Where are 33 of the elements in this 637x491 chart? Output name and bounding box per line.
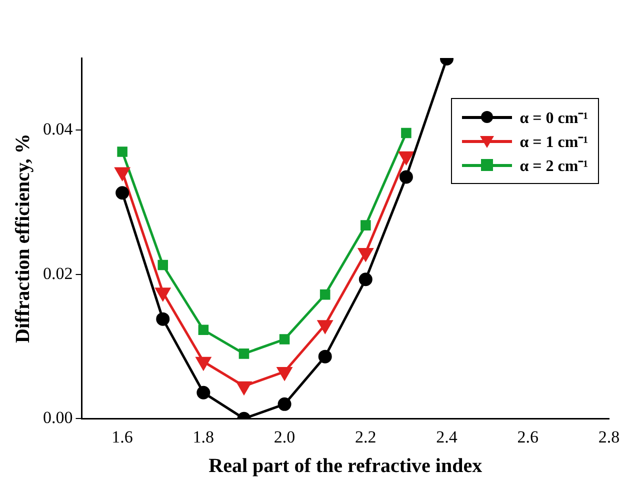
point <box>114 167 130 180</box>
point <box>358 248 373 261</box>
point <box>279 334 290 344</box>
point <box>198 324 209 336</box>
y-tick-label: 0.04 <box>43 120 74 139</box>
x-tick-label: 2.6 <box>517 427 539 446</box>
point <box>156 312 170 326</box>
x-axis-title: Real part of the refractive index <box>208 455 482 478</box>
point <box>116 186 130 200</box>
point <box>401 128 412 138</box>
point <box>399 170 413 184</box>
x-tick-label: 2.4 <box>436 427 458 446</box>
y-tick-label: 0.02 <box>43 264 73 283</box>
x-tick-label: 2.0 <box>274 427 296 446</box>
point <box>358 272 372 286</box>
x-tick-label: 2.8 <box>598 427 620 446</box>
point <box>360 220 371 230</box>
point <box>320 289 330 300</box>
point <box>398 151 414 164</box>
y-axis-title: Diffraction efficiency, % <box>12 134 34 343</box>
point <box>278 397 292 411</box>
legend-label: α = 2 cm⁻¹ <box>520 157 588 176</box>
x-tick-label: 1.8 <box>192 427 214 446</box>
point <box>117 146 128 157</box>
point <box>196 386 210 400</box>
point <box>158 260 168 270</box>
point <box>318 350 332 364</box>
legend-label: α = 0 cm⁻¹ <box>520 109 588 128</box>
x-tick-label: 1.6 <box>112 427 133 446</box>
point <box>238 348 250 359</box>
legend-label: α = 1 cm⁻¹ <box>520 133 588 152</box>
x-tick-label: 2.2 <box>355 427 376 446</box>
y-tick-label: 0.00 <box>43 408 73 428</box>
